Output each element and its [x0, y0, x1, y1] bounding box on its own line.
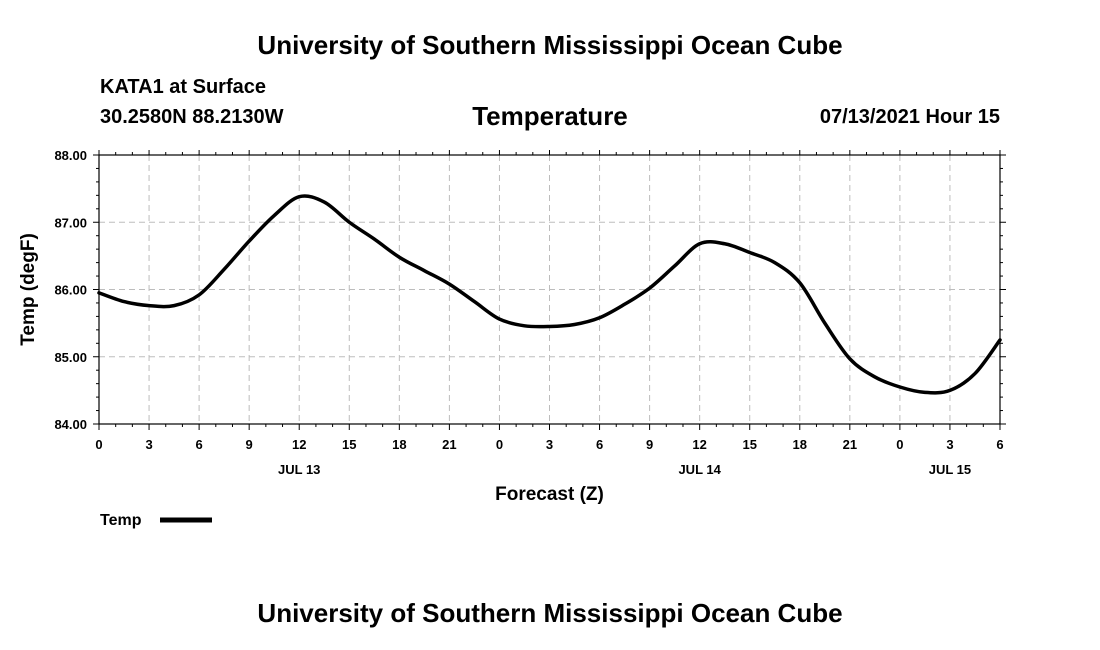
temp-data-point — [749, 251, 751, 254]
y-tick-label: 86.00 — [54, 283, 87, 298]
y-tick-label: 84.00 — [54, 417, 87, 432]
temp-data-point — [623, 303, 626, 305]
x-tick-label: 9 — [246, 437, 253, 452]
x-tick-label: 12 — [292, 437, 306, 452]
temp-data-point — [98, 292, 100, 294]
temp-data-point — [649, 287, 651, 289]
y-tick-label: 87.00 — [54, 215, 87, 230]
temp-data-point — [874, 376, 876, 378]
y-tick-label: 85.00 — [54, 350, 87, 365]
page-title: University of Southern Mississippi Ocean… — [257, 30, 843, 60]
date-label: JUL 13 — [278, 462, 320, 477]
temp-data-point — [273, 214, 275, 217]
x-tick-label: 0 — [896, 437, 903, 452]
temp-data-point — [423, 270, 425, 272]
temp-data-point — [123, 301, 125, 303]
x-axis-title: Forecast (Z) — [495, 484, 604, 505]
temp-data-point — [523, 325, 526, 327]
temp-data-point — [248, 240, 250, 242]
temp-data-point — [924, 391, 926, 393]
temp-data-point — [473, 301, 476, 303]
footer-title: University of Southern Mississippi Ocean… — [257, 598, 843, 628]
x-tick-label: 6 — [195, 437, 202, 452]
x-tick-label: 21 — [843, 437, 857, 452]
temp-data-point — [223, 268, 225, 270]
temp-data-point — [323, 201, 325, 203]
parameter-title: Temperature — [472, 101, 628, 131]
temp-data-point — [999, 339, 1001, 341]
x-tick-label: 6 — [996, 437, 1003, 452]
x-tick-label: 15 — [342, 437, 356, 452]
temp-data-point — [674, 265, 676, 267]
y-tick-label: 88.00 — [54, 148, 87, 163]
temp-data-point — [548, 325, 551, 328]
date-label: JUL 15 — [929, 462, 971, 477]
temp-data-point — [173, 305, 175, 307]
temp-data-point — [498, 318, 501, 320]
x-tick-label: 3 — [546, 437, 553, 452]
temp-data-point — [949, 389, 951, 391]
temp-data-point — [348, 221, 350, 223]
axes — [93, 150, 1006, 430]
legend-label: Temp — [100, 512, 142, 529]
temp-data-point — [573, 323, 576, 326]
x-tick-label: 0 — [496, 437, 503, 452]
temp-data-point — [824, 322, 826, 324]
temp-data-point — [598, 317, 601, 319]
x-tick-label: 18 — [392, 437, 406, 452]
temp-data-point — [849, 358, 851, 360]
x-tick-label: 6 — [596, 437, 603, 452]
station-label: KATA1 at Surface — [100, 76, 266, 98]
tick-labels: 0 3 6 9 12 15 18 21 0 3 6 9 12 15 18 21 0 3 6 84.00 85.00 86.… — [18, 148, 1004, 505]
x-tick-label: 18 — [793, 437, 807, 452]
legend: Temp — [100, 512, 212, 529]
x-tick-label: 21 — [442, 437, 456, 452]
temp-data-point — [198, 294, 200, 296]
x-tick-label: 3 — [946, 437, 953, 452]
temp-data-point — [448, 283, 450, 285]
temp-data-point — [799, 282, 801, 284]
grid-lines — [99, 155, 1000, 424]
temp-data-point — [774, 262, 776, 264]
temp-data-point — [699, 243, 701, 245]
x-tick-label: 0 — [95, 437, 102, 452]
temp-data-point — [724, 243, 726, 245]
date-label: JUL 14 — [678, 462, 721, 477]
temp-data-point — [899, 386, 901, 388]
x-tick-label: 9 — [646, 437, 653, 452]
y-axis-title: Temp (degF) — [18, 233, 39, 346]
x-tick-label: 15 — [742, 437, 756, 452]
x-tick-label: 12 — [692, 437, 706, 452]
x-tick-label: 3 — [145, 437, 152, 452]
series-layer — [97, 194, 1002, 395]
temp-data-point — [974, 372, 976, 375]
temp-data-point — [298, 196, 300, 198]
temp-data-point — [398, 256, 400, 258]
station-coordinates: 30.2580N 88.2130W — [100, 106, 284, 128]
forecast-datetime: 07/13/2021 Hour 15 — [819, 106, 1000, 128]
temp-data-point — [148, 305, 150, 307]
temp-data-point — [373, 238, 375, 240]
